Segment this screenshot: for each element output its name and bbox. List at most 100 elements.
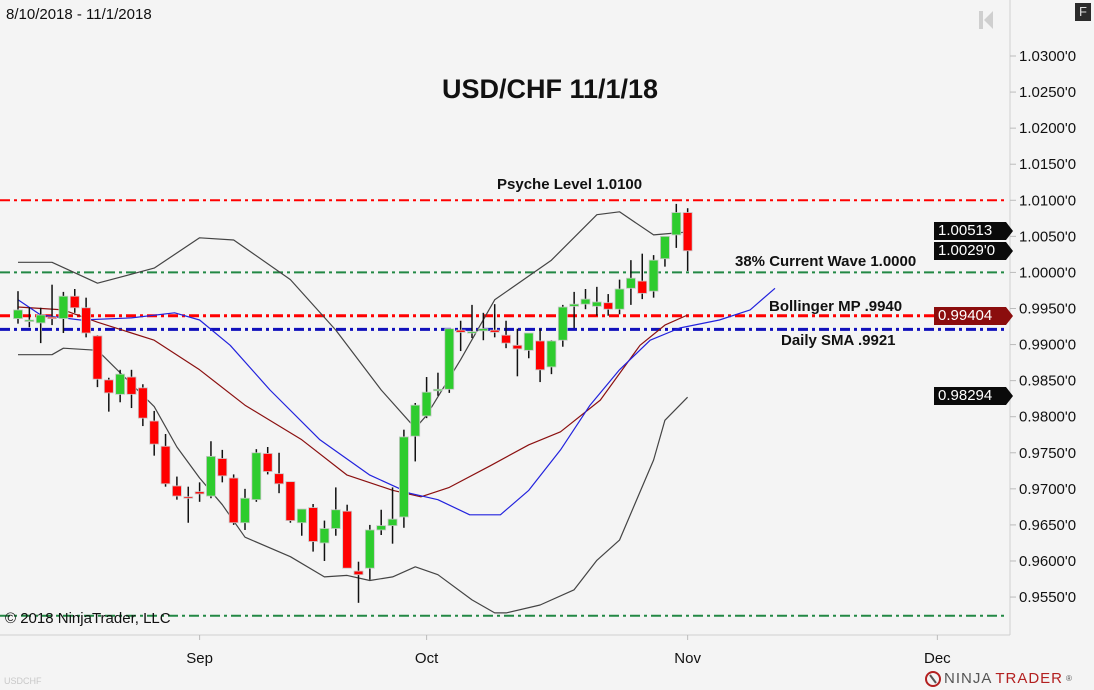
candle-up xyxy=(240,497,250,524)
y-tick-label: 0.9800'0 xyxy=(1019,409,1076,426)
x-tick-label: Nov xyxy=(674,650,701,667)
candle-down xyxy=(285,481,296,521)
candle-up xyxy=(58,295,69,319)
price-marker-arrow-icon xyxy=(1006,221,1013,240)
price-marker: 0.98294 xyxy=(934,386,1013,405)
candle-up xyxy=(569,303,580,307)
candle-up xyxy=(251,452,262,501)
skip-to-start-icon[interactable] xyxy=(977,9,995,31)
y-tick-label: 0.9850'0 xyxy=(1019,373,1076,390)
candle-up xyxy=(523,332,534,351)
logo-reg: ® xyxy=(1066,674,1073,683)
candle-down xyxy=(217,458,228,477)
candle-up xyxy=(398,436,409,518)
candle-down xyxy=(92,335,103,380)
format-button[interactable]: F xyxy=(1075,3,1091,21)
y-tick-label: 1.0150'0 xyxy=(1019,156,1076,173)
candle-down xyxy=(81,307,91,334)
annotation-wave-38: 38% Current Wave 1.0000 xyxy=(735,253,917,270)
date-range: 8/10/2018 - 11/1/2018 xyxy=(6,6,152,23)
y-tick-label: 0.9750'0 xyxy=(1019,445,1076,462)
y-tick-label: 0.9700'0 xyxy=(1019,481,1076,498)
price-marker-label: 0.99404 xyxy=(938,306,993,324)
annotation-psyche-level: Psyche Level 1.0100 xyxy=(497,176,643,193)
price-marker-label: 0.98294 xyxy=(938,386,993,404)
price-marker-label: 1.0029'0 xyxy=(938,241,996,259)
y-tick-label: 0.9650'0 xyxy=(1019,517,1076,534)
candle-up xyxy=(626,277,636,289)
sma-line xyxy=(17,287,776,516)
price-marker-arrow-icon xyxy=(1006,386,1013,405)
bollinger-middle-line xyxy=(17,306,688,498)
candle-down xyxy=(137,387,148,419)
candle-up xyxy=(364,529,375,569)
copyright: © 2018 NinjaTrader, LLC xyxy=(5,610,171,627)
candle-up xyxy=(591,301,602,307)
candle-down xyxy=(274,473,284,485)
candle-down xyxy=(455,329,466,333)
y-tick-label: 1.0000'0 xyxy=(1019,264,1076,281)
candle-down xyxy=(262,453,273,472)
y-tick-label: 1.0300'0 xyxy=(1019,48,1076,65)
candle-down xyxy=(342,510,353,569)
candle-down xyxy=(69,295,80,309)
candle-down xyxy=(103,379,114,394)
candle-up xyxy=(580,298,591,305)
candle-up xyxy=(35,314,46,324)
price-marker: 1.0029'0 xyxy=(934,241,1013,260)
ninjatrader-logo: NINJA TRADER ® xyxy=(925,670,1073,687)
x-tick-label: Dec xyxy=(924,650,951,667)
chart-title: USD/CHF 11/1/18 xyxy=(441,74,659,104)
y-tick-label: 0.9600'0 xyxy=(1019,553,1076,570)
candle-down xyxy=(489,329,500,333)
candle-down xyxy=(149,420,160,445)
candle-down xyxy=(501,334,511,344)
x-tick-label: Oct xyxy=(414,650,439,667)
candle-up xyxy=(330,509,341,529)
candle-down xyxy=(194,491,205,495)
y-tick-label: 0.9900'0 xyxy=(1019,337,1076,354)
candle-up xyxy=(648,259,659,292)
price-marker-label: 1.00513 xyxy=(938,221,993,239)
price-marker-arrow-icon xyxy=(1006,241,1013,260)
bollinger-upper-line xyxy=(18,211,688,429)
candle-down xyxy=(47,316,57,320)
x-tick-label: Sep xyxy=(186,650,213,667)
candle-down xyxy=(682,212,693,252)
candle-down xyxy=(183,496,194,499)
candle-up xyxy=(444,328,455,390)
candle-down xyxy=(353,570,364,576)
candle-up xyxy=(614,288,625,310)
candle-up xyxy=(467,331,477,334)
candle-up xyxy=(376,525,387,531)
annotation-daily-sma: Daily SMA .9921 xyxy=(781,332,896,349)
candle-down xyxy=(603,302,614,310)
y-tick-label: 0.9950'0 xyxy=(1019,300,1076,317)
y-tick-label: 1.0050'0 xyxy=(1019,228,1076,245)
price-marker-arrow-icon xyxy=(1006,306,1013,325)
annotation-bollinger-mp: Bollinger MP .9940 xyxy=(769,298,903,315)
candle-up xyxy=(387,518,398,527)
candle-up xyxy=(478,328,489,332)
ninjatrader-logo-icon xyxy=(925,670,941,687)
logo-trader: TRADER xyxy=(995,670,1064,687)
logo-ninja: NINJA xyxy=(944,670,993,687)
y-tick-label: 1.0250'0 xyxy=(1019,84,1076,101)
candle-up xyxy=(319,528,330,544)
candle-down xyxy=(171,485,182,497)
candle-up xyxy=(410,404,421,437)
candle-down xyxy=(126,376,137,395)
bollinger-lower-line xyxy=(18,347,689,614)
candle-up xyxy=(433,388,443,392)
candle-up xyxy=(671,212,682,236)
candle-up xyxy=(660,235,670,260)
candle-up xyxy=(557,306,568,341)
candle-down xyxy=(637,280,648,294)
y-tick-label: 1.0200'0 xyxy=(1019,120,1076,137)
candle-up xyxy=(24,319,35,322)
candle-down xyxy=(228,477,239,524)
candle-up xyxy=(13,309,23,319)
candle-down xyxy=(512,344,523,350)
candle-up xyxy=(115,373,126,395)
